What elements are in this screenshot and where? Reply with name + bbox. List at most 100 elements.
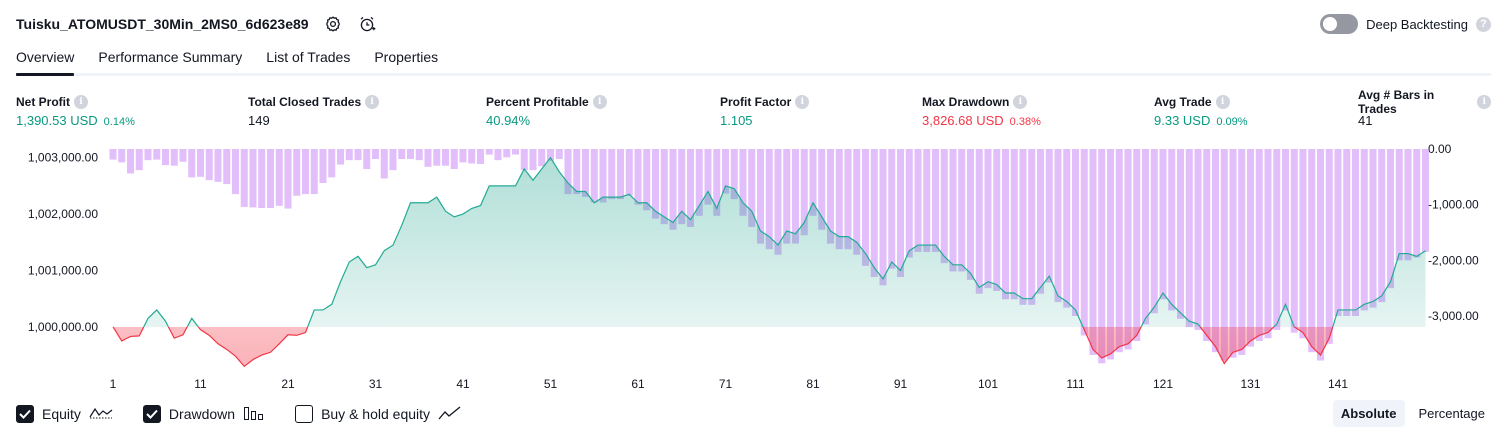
tab-performance-summary[interactable]: Performance Summary — [98, 49, 243, 65]
tab-bar: Overview Performance Summary List of Tra… — [16, 44, 1491, 76]
drawdown-bar — [372, 149, 379, 160]
stats-row: Net Profit i 1,390.53 USD 0.14% Total Clos… — [16, 88, 1491, 130]
drawdown-bar — [1395, 149, 1403, 261]
drawdown-bar — [415, 149, 423, 161]
alarm-clock-add-icon[interactable] — [357, 14, 377, 34]
drawdown-bar — [1080, 149, 1088, 336]
drawdown-bar — [1124, 149, 1132, 350]
x-axis-tick: 101 — [978, 377, 998, 391]
legend-buy-hold[interactable]: Buy & hold equity — [295, 405, 462, 424]
mode-percentage-button[interactable]: Percentage — [1418, 406, 1486, 421]
drawdown-bar — [897, 149, 904, 278]
drawdown-bars-icon — [243, 405, 265, 424]
deep-backtesting-label: Deep Backtesting — [1366, 16, 1468, 32]
stat-label: Profit Factor — [720, 94, 792, 109]
drawdown-bar — [197, 149, 204, 177]
drawdown-bar — [660, 149, 668, 225]
drawdown-bar — [1238, 149, 1246, 355]
equity-checkbox[interactable] — [16, 405, 34, 423]
info-icon[interactable]: i — [1477, 94, 1491, 109]
drawdown-bar — [232, 149, 239, 195]
stat-net-profit: Net Profit i 1,390.53 USD 0.14% — [16, 94, 135, 128]
drawdown-bar — [1369, 149, 1377, 308]
drawdown-bar — [468, 149, 476, 164]
drawdown-bar — [337, 149, 344, 165]
x-axis-tick: 31 — [369, 377, 383, 391]
drawdown-bar — [704, 149, 712, 205]
drawdown-bar — [844, 149, 852, 250]
legend-drawdown[interactable]: Drawdown — [142, 405, 265, 424]
legend-equity[interactable]: Equity — [16, 405, 113, 424]
drawdown-bar — [512, 149, 519, 155]
drawdown-bar — [1142, 149, 1149, 325]
info-icon[interactable]: i — [1013, 94, 1028, 109]
drawdown-bar — [555, 149, 563, 160]
tab-properties[interactable]: Properties — [374, 49, 439, 65]
drawdown-bar — [765, 149, 773, 250]
drawdown-bar — [485, 149, 493, 155]
buy-hold-checkbox[interactable] — [295, 405, 314, 423]
drawdown-bar — [302, 149, 309, 195]
drawdown-bar — [634, 149, 642, 205]
info-icon[interactable]: i — [365, 94, 380, 109]
drawdown-bar — [144, 149, 152, 161]
left-axis-tick: 1,002,000.00 — [28, 207, 98, 221]
drawdown-bar — [914, 149, 922, 252]
drawdown-bar — [870, 149, 878, 278]
equity-line-icon — [89, 405, 113, 424]
drawdown-bar — [608, 149, 616, 200]
drawdown-bar — [1194, 149, 1202, 330]
drawdown-bar — [407, 149, 414, 160]
tab-list-of-trades[interactable]: List of Trades — [266, 49, 351, 65]
drawdown-bar — [1019, 149, 1027, 305]
drawdown-checkbox[interactable] — [142, 405, 161, 423]
drawdown-bar — [949, 149, 957, 272]
stat-label: Total Closed Trades — [248, 94, 362, 109]
help-icon[interactable]: ? — [1476, 16, 1491, 32]
drawdown-bar — [582, 149, 589, 197]
x-axis-tick: 131 — [1240, 377, 1260, 391]
drawdown-bar — [835, 149, 843, 250]
drawdown-bar — [214, 149, 222, 182]
drawdown-bar — [118, 149, 126, 163]
info-icon[interactable]: i — [74, 94, 88, 109]
stat-max-drawdown: Max Drawdown i 3,826.68 USD 0.38% — [922, 94, 1041, 128]
stat-label: Avg # Bars in Trades — [1358, 87, 1435, 116]
tab-overview[interactable]: Overview — [16, 44, 75, 76]
drawdown-bar — [1054, 149, 1062, 303]
stat-percent-profitable: Percent Profitable i 40.94% — [486, 94, 607, 128]
settings-gear-icon[interactable] — [323, 14, 343, 34]
drawdown-bar — [1133, 149, 1141, 342]
x-axis-tick: 121 — [1153, 377, 1173, 391]
drawdown-bar — [713, 149, 721, 216]
deep-backtesting-toggle[interactable] — [1320, 14, 1359, 34]
drawdown-bar — [162, 149, 169, 166]
info-icon[interactable]: i — [795, 94, 810, 109]
drawdown-bar — [1150, 149, 1158, 314]
stat-value: 1,390.53 USD — [16, 113, 98, 128]
drawdown-bar — [223, 149, 231, 185]
info-icon[interactable]: i — [592, 94, 607, 109]
left-axis-tick: 1,001,000.00 — [28, 264, 98, 278]
drawdown-bar — [800, 149, 808, 236]
drawdown-bar — [573, 149, 581, 195]
stat-percent: 0.09% — [1216, 116, 1248, 128]
drawdown-bar — [1115, 149, 1123, 353]
drawdown-bar — [1063, 149, 1071, 308]
equity-drawdown-chart[interactable]: 1,003,000.00 1,002,000.00 1,001,000.00 1,00… — [0, 140, 1507, 395]
drawdown-bar — [293, 149, 301, 196]
right-axis-tick: -2,000.00 — [1428, 253, 1479, 267]
strategy-header: Tuisku_ATOMUSDT_30Min_2MS0_6d623e89 — [16, 12, 377, 36]
drawdown-bar — [1037, 149, 1044, 294]
mode-absolute-button[interactable]: Absolute — [1332, 400, 1405, 427]
drawdown-bar — [1089, 149, 1097, 355]
drawdown-bar — [205, 149, 213, 181]
info-icon[interactable]: i — [1215, 94, 1230, 109]
drawdown-bar — [783, 149, 791, 244]
right-axis-tick: 0.00 — [1428, 142, 1452, 156]
drawdown-bar — [494, 149, 502, 161]
drawdown-bar — [153, 149, 161, 160]
drawdown-bar — [1098, 149, 1106, 364]
drawdown-bar — [818, 149, 826, 230]
stat-avg-trade: Avg Trade i 9.33 USD 0.09% — [1154, 94, 1248, 128]
